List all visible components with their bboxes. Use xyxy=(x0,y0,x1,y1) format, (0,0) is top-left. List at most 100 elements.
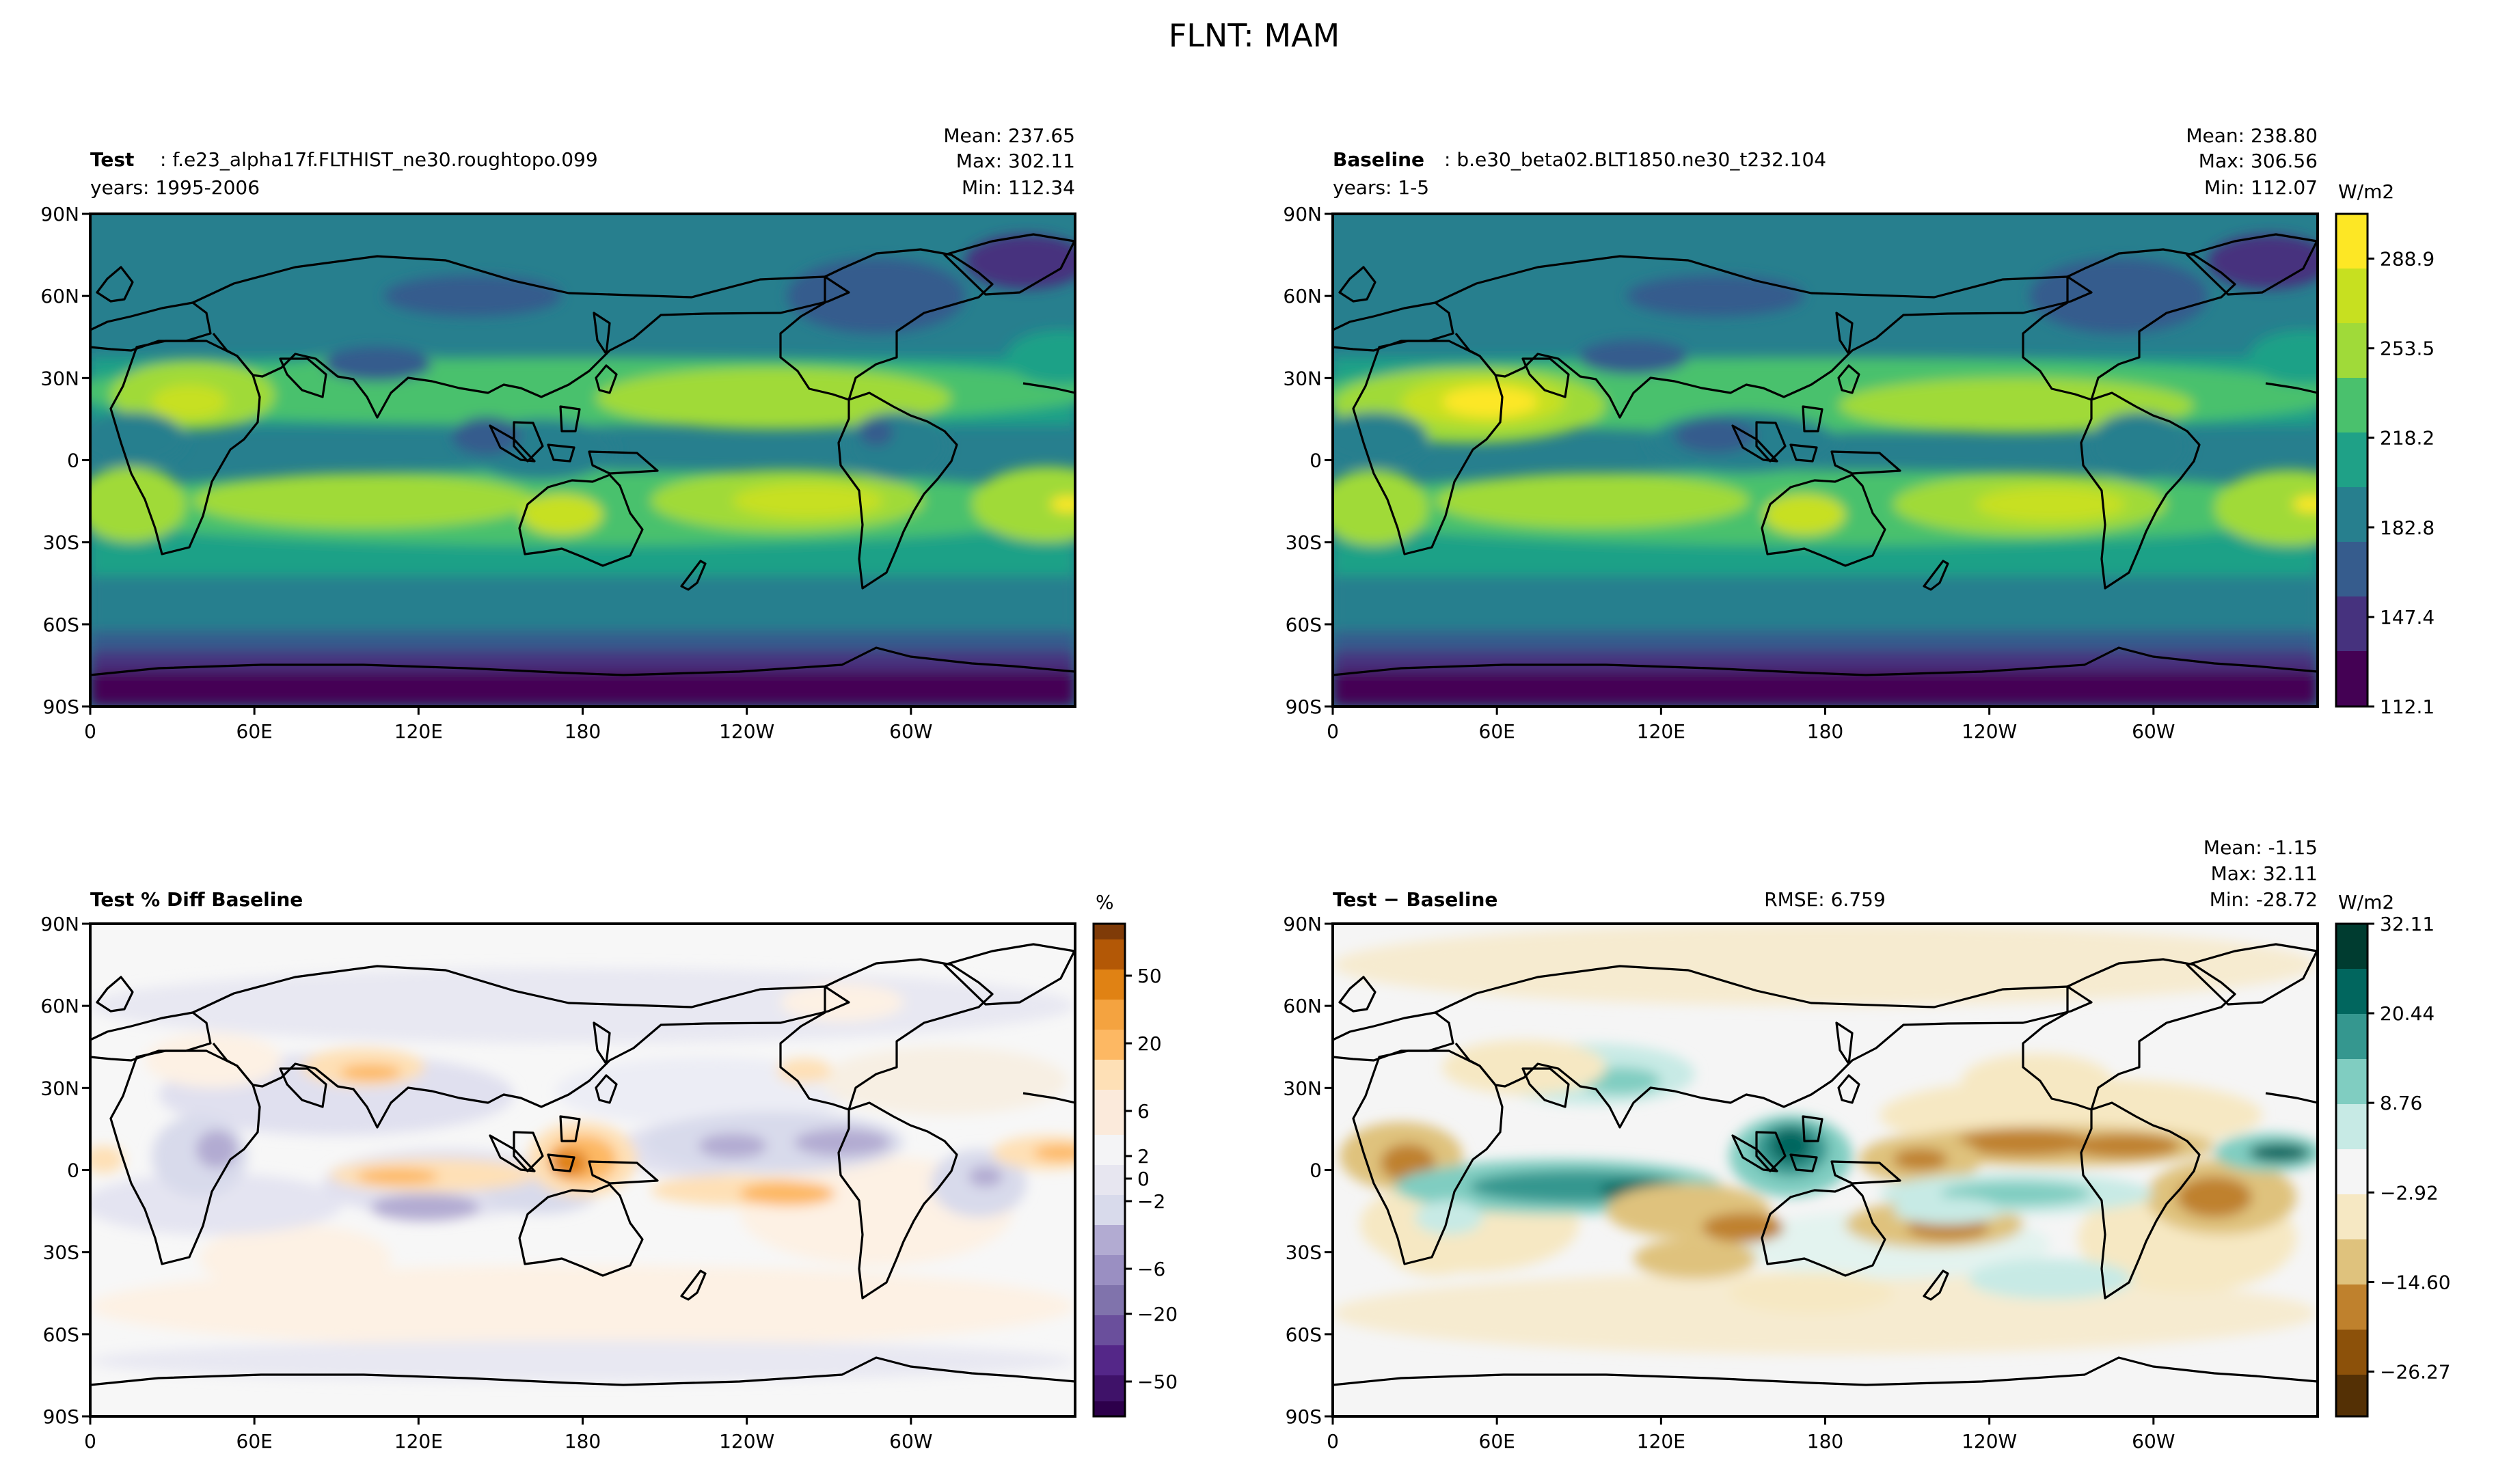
ytick-label: 90N xyxy=(1283,913,1322,935)
ytick-label: 60N xyxy=(1283,285,1322,307)
panel-baseline-field xyxy=(1333,214,2318,706)
ytick-label: 30S xyxy=(43,532,79,554)
xtick-label: 0 xyxy=(84,1430,96,1453)
xtick-label: 60E xyxy=(1479,1430,1515,1453)
panel-test-max: Max: 302.11 xyxy=(956,150,1075,172)
xtick-label: 0 xyxy=(1327,1430,1339,1453)
colorbar-baseline: 112.1 147.4 182.8 218.2 253.5 288.9 xyxy=(2335,212,2435,718)
ytick-label: 30N xyxy=(40,1077,79,1099)
colorbar-tick-label: −20 xyxy=(1137,1303,1178,1325)
panel-baseline: Baseline : b.e30_beta02.BLT1850.ne30_t23… xyxy=(1283,124,2435,743)
panel-baseline-yticks: 90N 60N 30N 0 30S 60S 90S xyxy=(1283,203,1333,718)
xtick-label: 120W xyxy=(719,1430,774,1453)
xtick-label: 180 xyxy=(1807,1430,1843,1453)
colorbar-tick-label: −2 xyxy=(1137,1190,1165,1213)
colorbar-tick-label: 218.2 xyxy=(2380,427,2435,450)
xtick-label: 60W xyxy=(2132,720,2175,743)
xtick-label: 180 xyxy=(1807,720,1843,743)
panel-diff-mean: Mean: -1.15 xyxy=(2203,836,2318,859)
ytick-label: 90N xyxy=(1283,203,1322,225)
panel-diff-rmse: RMSE: 6.759 xyxy=(1764,888,1886,911)
xtick-label: 120W xyxy=(1962,1430,2017,1453)
colorbar-pctdiff-units: % xyxy=(1096,891,1114,913)
panel-baseline-name-rest: : b.e30_beta02.BLT1850.ne30_t232.104 xyxy=(1444,148,1826,171)
colorbar-tick-label: 50 xyxy=(1137,965,1162,987)
ytick-label: 60N xyxy=(40,995,79,1017)
xtick-label: 120E xyxy=(394,720,443,743)
ytick-label: 0 xyxy=(1310,1159,1322,1182)
colorbar-tick-label: 288.9 xyxy=(2380,247,2435,270)
colorbar-tick-label: 6 xyxy=(1137,1100,1150,1123)
panel-baseline-mean: Mean: 238.80 xyxy=(2186,124,2318,147)
figure-title: FLNT: MAM xyxy=(1169,17,1340,54)
panel-diff-field xyxy=(1333,924,2318,1416)
ytick-label: 0 xyxy=(1310,450,1322,472)
panel-diff-yticks: 90N 60N 30N 0 30S 60S 90S xyxy=(1283,913,1333,1428)
ytick-label: 90S xyxy=(43,1405,79,1428)
panel-pctdiff: Test % Diff Baseline xyxy=(40,888,1178,1453)
ytick-label: 90N xyxy=(40,913,79,935)
colorbar-tick-label: 32.11 xyxy=(2380,913,2435,935)
xtick-label: 60E xyxy=(1479,720,1515,743)
ytick-label: 90S xyxy=(43,696,79,718)
colorbar-tick-label: 2 xyxy=(1137,1145,1150,1168)
xtick-label: 120W xyxy=(719,720,774,743)
panel-pctdiff-name-bold: Test % Diff Baseline xyxy=(90,888,303,911)
colorbar-tick-label: 0 xyxy=(1137,1168,1150,1190)
ytick-label: 90N xyxy=(40,203,79,225)
panel-test: Test : f.e23_alpha17f.FLTHIST_ne30.rough… xyxy=(40,124,1076,743)
xtick-label: 60W xyxy=(2132,1430,2175,1453)
panel-diff-max: Max: 32.11 xyxy=(2211,862,2318,885)
colorbar-tick-label: 182.8 xyxy=(2380,517,2435,539)
panel-pctdiff-yticks: 90N 60N 30N 0 30S 60S 90S xyxy=(40,913,90,1428)
panel-test-min: Min: 112.34 xyxy=(962,176,1075,199)
colorbar-tick-label: 8.76 xyxy=(2380,1092,2422,1114)
panel-pctdiff-xticks: 0 60E 120E 180 120W 60W xyxy=(84,1416,932,1453)
panel-test-yticks: 90N 60N 30N 0 30S 60S 90S xyxy=(40,203,90,718)
panel-baseline-min: Min: 112.07 xyxy=(2204,176,2318,199)
xtick-label: 0 xyxy=(84,720,96,743)
colorbar-tick-label: 147.4 xyxy=(2380,606,2435,629)
panel-diff-xticks: 0 60E 120E 180 120W 60W xyxy=(1327,1416,2175,1453)
ytick-label: 30S xyxy=(43,1241,79,1264)
ytick-label: 30S xyxy=(1286,1241,1322,1264)
xtick-label: 180 xyxy=(565,720,601,743)
ytick-label: 90S xyxy=(1286,1405,1322,1428)
xtick-label: 0 xyxy=(1327,720,1339,743)
colorbar-tick-label: −50 xyxy=(1137,1371,1178,1393)
ytick-label: 60S xyxy=(1286,1323,1322,1346)
xtick-label: 120E xyxy=(1637,720,1685,743)
ytick-label: 60N xyxy=(40,285,79,307)
panel-diff-name-bold: Test − Baseline xyxy=(1333,888,1497,911)
colorbar-tick-label: −14.60 xyxy=(2380,1271,2451,1293)
colorbar-tick-label: 253.5 xyxy=(2380,338,2435,360)
panel-test-xticks: 0 60E 120E 180 120W 60W xyxy=(84,706,932,743)
xtick-label: 120E xyxy=(1637,1430,1685,1453)
ytick-label: 60S xyxy=(43,614,79,636)
colorbar-baseline-units: W/m2 xyxy=(2338,180,2394,203)
panel-test-name-bold: Test xyxy=(90,148,134,171)
panel-diff: Test − Baseline RMSE: 6.759 Mean: -1.15 … xyxy=(1283,836,2450,1453)
panel-pctdiff-field xyxy=(90,924,1075,1416)
ytick-label: 30N xyxy=(1283,367,1322,389)
colorbar-tick-label: −26.27 xyxy=(2380,1360,2451,1383)
xtick-label: 60E xyxy=(236,720,273,743)
ytick-label: 60N xyxy=(1283,995,1322,1017)
xtick-label: 120E xyxy=(394,1430,443,1453)
panel-diff-min: Min: -28.72 xyxy=(2210,888,2318,911)
xtick-label: 60W xyxy=(889,1430,932,1453)
xtick-label: 180 xyxy=(565,1430,601,1453)
colorbar-tick-label: 20 xyxy=(1137,1032,1162,1055)
ytick-label: 30N xyxy=(40,367,79,389)
colorbar-tick-label: −2.92 xyxy=(2380,1181,2439,1204)
colorbar-tick-label: 20.44 xyxy=(2380,1002,2435,1025)
colorbar-tick-label: 112.1 xyxy=(2380,696,2435,718)
panel-test-years: years: 1995-2006 xyxy=(90,176,260,199)
xtick-label: 60W xyxy=(889,720,932,743)
ytick-label: 60S xyxy=(43,1323,79,1346)
ytick-label: 30S xyxy=(1286,532,1322,554)
ytick-label: 0 xyxy=(67,1159,79,1182)
colorbar-diff-units: W/m2 xyxy=(2338,891,2394,913)
